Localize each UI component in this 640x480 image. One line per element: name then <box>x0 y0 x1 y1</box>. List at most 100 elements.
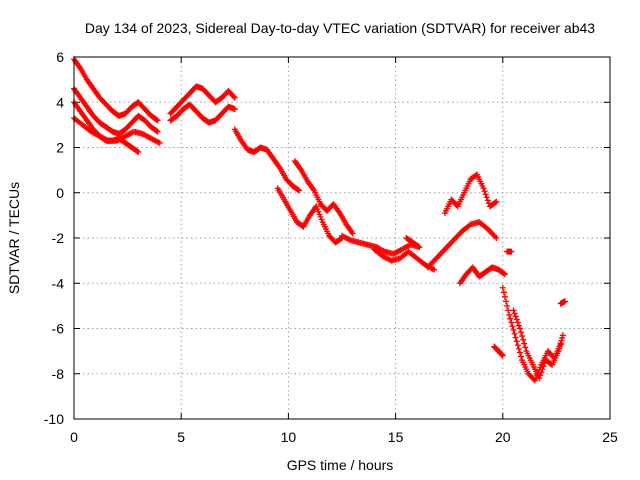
series-track-g <box>231 126 303 194</box>
y-tick-label: -4 <box>52 275 65 291</box>
x-tick-label: 25 <box>602 429 618 445</box>
series-track-e <box>167 83 238 117</box>
data-point <box>512 313 519 320</box>
data-point <box>512 334 519 341</box>
data-point <box>509 323 516 330</box>
data-point <box>153 127 160 134</box>
data-point <box>493 198 500 205</box>
data-point <box>513 338 520 345</box>
data-point <box>506 311 513 318</box>
data-point <box>508 319 515 326</box>
data-point <box>156 139 163 146</box>
data-point <box>501 271 508 278</box>
y-tick-label: -2 <box>52 230 65 246</box>
data-point <box>499 352 506 359</box>
series-track-h <box>274 185 345 246</box>
data-point <box>518 329 525 336</box>
y-tick-label: 6 <box>56 49 64 65</box>
y-tick-label: -10 <box>44 411 64 427</box>
plot-area-border <box>73 56 611 420</box>
x-axis-label: GPS time / hours <box>287 457 394 473</box>
series-track-r <box>403 235 423 251</box>
series-track-a <box>71 56 161 124</box>
series-track-p <box>510 307 566 382</box>
data-point <box>230 93 237 100</box>
data-point <box>537 372 544 379</box>
data-point <box>153 116 160 123</box>
series-track-f <box>167 101 238 126</box>
data-point <box>501 293 508 300</box>
series-track-b <box>71 85 161 137</box>
data-point <box>483 194 490 201</box>
series-track-d <box>71 115 163 146</box>
series-track-l <box>424 219 500 271</box>
data-point <box>508 248 515 255</box>
data-point <box>516 349 523 356</box>
data-point <box>521 340 528 347</box>
data-point <box>134 148 141 155</box>
data-point <box>415 243 422 250</box>
series-track-m <box>441 171 500 217</box>
y-tick-label: 2 <box>56 140 64 156</box>
data-point <box>561 298 568 305</box>
series-track-o <box>499 284 564 384</box>
data-point <box>515 322 522 329</box>
y-tick-label: 0 <box>56 185 64 201</box>
y-axis-label: SDTVAR / TECUs <box>6 182 22 294</box>
data-point <box>516 325 523 332</box>
series-track-s <box>504 248 515 255</box>
data-point <box>505 307 512 314</box>
series-track-t <box>557 298 568 307</box>
data-point <box>507 315 514 322</box>
data-point <box>349 230 356 237</box>
x-tick-label: 0 <box>70 429 78 445</box>
data-point <box>154 117 161 124</box>
data-point <box>231 94 238 101</box>
y-tick-label: 4 <box>56 94 64 110</box>
data-point <box>154 128 161 135</box>
data-point <box>500 289 507 296</box>
data-marks <box>71 56 568 384</box>
data-point <box>522 344 529 351</box>
data-point <box>135 149 142 156</box>
x-tick-label: 10 <box>281 429 297 445</box>
data-point <box>511 330 518 337</box>
data-point <box>536 375 543 382</box>
data-point <box>504 302 511 309</box>
data-point <box>510 307 517 314</box>
x-tick-label: 20 <box>495 429 511 445</box>
data-point <box>538 369 545 376</box>
x-tick-labels: 0 5 10 15 20 25 <box>70 429 618 445</box>
data-point <box>519 333 526 340</box>
chart-title: Day 134 of 2023, Sidereal Day-to-day VTE… <box>85 20 595 36</box>
data-point <box>480 185 487 192</box>
data-point <box>503 298 510 305</box>
data-point <box>511 310 518 317</box>
data-point <box>520 336 527 343</box>
data-point <box>296 187 303 194</box>
data-point <box>484 197 491 204</box>
data-point <box>482 191 489 198</box>
data-point <box>295 186 302 193</box>
data-point <box>515 345 522 352</box>
data-point <box>416 244 423 251</box>
y-tick-labels: -10 -8 -6 -4 -2 0 2 4 6 <box>44 49 64 427</box>
data-point <box>431 266 438 273</box>
data-point <box>500 270 507 277</box>
data-point <box>513 316 520 323</box>
data-point <box>492 199 499 206</box>
x-tick-label: 5 <box>177 429 185 445</box>
data-point <box>231 106 238 113</box>
y-tick-label: -8 <box>52 366 65 382</box>
data-point <box>514 319 521 326</box>
series-track-q <box>491 343 506 359</box>
data-point <box>559 332 566 339</box>
data-point <box>499 284 506 291</box>
data-point <box>514 342 521 349</box>
data-point <box>499 351 506 358</box>
data-point <box>481 188 488 195</box>
data-point <box>539 366 546 373</box>
series-track-n <box>456 264 508 287</box>
data-point <box>518 353 525 360</box>
